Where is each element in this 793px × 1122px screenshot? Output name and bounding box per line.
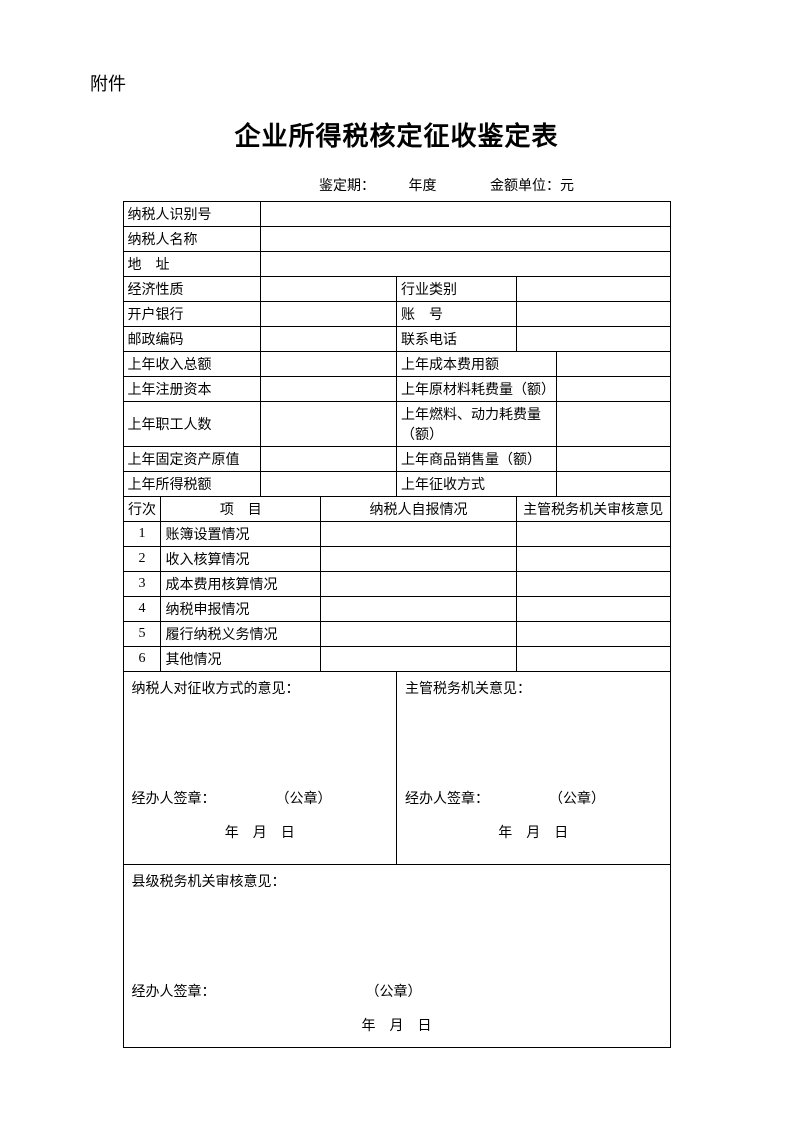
phone-value[interactable] [516, 327, 670, 352]
col-item: 项 目 [161, 497, 321, 522]
item-6-self[interactable] [321, 647, 517, 672]
prev-cost-label: 上年成本费用额 [396, 352, 556, 377]
item-2-n: 2 [123, 547, 161, 572]
item-4-review[interactable] [516, 597, 670, 622]
prev-capital-label: 上年注册资本 [123, 377, 261, 402]
prev-sales-label: 上年商品销售量（额） [396, 447, 556, 472]
item-5-n: 5 [123, 622, 161, 647]
prev-sales-value[interactable] [556, 447, 670, 472]
prev-method-value[interactable] [556, 472, 670, 497]
address-value[interactable] [261, 252, 670, 277]
unit-label: 金额单位：元 [490, 179, 574, 194]
prev-staff-label: 上年职工人数 [123, 402, 261, 447]
authority-opinion-label: 主管税务机关意见： [405, 678, 662, 698]
account-value[interactable] [516, 302, 670, 327]
prev-fuel-label: 上年燃料、动力耗费量（额） [396, 402, 556, 447]
period-label: 鉴定期： [319, 179, 375, 194]
prev-capital-value[interactable] [261, 377, 397, 402]
taxpayer-name-value[interactable] [261, 227, 670, 252]
item-2-name: 收入核算情况 [161, 547, 321, 572]
seal-label-2: （公章） [549, 792, 605, 807]
prev-method-label: 上年征收方式 [396, 472, 556, 497]
item-2-self[interactable] [321, 547, 517, 572]
county-opinion-box[interactable]: 县级税务机关审核意见： 经办人签章： （公章） 年 月 日 [123, 865, 670, 1048]
prev-income-value[interactable] [261, 352, 397, 377]
prev-fixed-label: 上年固定资产原值 [123, 447, 261, 472]
form-table: 纳税人识别号 纳税人名称 地 址 经济性质 行业类别 开户银行 账 号 邮政编码 联系… [123, 201, 671, 1048]
item-3-review[interactable] [516, 572, 670, 597]
taxpayer-id-label: 纳税人识别号 [123, 202, 261, 227]
postcode-value[interactable] [261, 327, 397, 352]
item-5-self[interactable] [321, 622, 517, 647]
prev-fuel-value[interactable] [556, 402, 670, 447]
item-1-self[interactable] [321, 522, 517, 547]
item-2-review[interactable] [516, 547, 670, 572]
seal-label-1: （公章） [276, 792, 332, 807]
item-3-self[interactable] [321, 572, 517, 597]
county-opinion-label: 县级税务机关审核意见： [132, 871, 662, 891]
item-4-n: 4 [123, 597, 161, 622]
item-6-review[interactable] [516, 647, 670, 672]
date-label-2: 年 月 日 [405, 822, 662, 842]
col-self: 纳税人自报情况 [321, 497, 517, 522]
prev-tax-value[interactable] [261, 472, 397, 497]
year-label: 年度 [409, 179, 437, 194]
date-label-3: 年 月 日 [132, 1015, 662, 1035]
handler-label-2: 经办人签章： [405, 792, 489, 807]
prev-staff-value[interactable] [261, 402, 397, 447]
authority-opinion-box[interactable]: 主管税务机关意见： 经办人签章： （公章） 年 月 日 [396, 672, 670, 865]
item-3-name: 成本费用核算情况 [161, 572, 321, 597]
doc-title: 企业所得税核定征收鉴定表 [90, 116, 703, 153]
postcode-label: 邮政编码 [123, 327, 261, 352]
col-review: 主管税务机关审核意见 [516, 497, 670, 522]
date-label-1: 年 月 日 [132, 822, 388, 842]
subheader: 鉴定期： 年度 金额单位：元 [90, 175, 703, 195]
item-5-review[interactable] [516, 622, 670, 647]
bank-value[interactable] [261, 302, 397, 327]
industry-value[interactable] [516, 277, 670, 302]
taxpayer-opinion-box[interactable]: 纳税人对征收方式的意见： 经办人签章： （公章） 年 月 日 [123, 672, 396, 865]
prev-fixed-value[interactable] [261, 447, 397, 472]
phone-label: 联系电话 [396, 327, 516, 352]
econ-nature-label: 经济性质 [123, 277, 261, 302]
item-4-self[interactable] [321, 597, 517, 622]
prev-material-label: 上年原材料耗费量（额） [396, 377, 556, 402]
attachment-label: 附件 [90, 70, 703, 96]
prev-tax-label: 上年所得税额 [123, 472, 261, 497]
item-4-name: 纳税申报情况 [161, 597, 321, 622]
taxpayer-name-label: 纳税人名称 [123, 227, 261, 252]
item-5-name: 履行纳税义务情况 [161, 622, 321, 647]
seal-label-3: （公章） [366, 985, 422, 1000]
account-label: 账 号 [396, 302, 516, 327]
prev-income-label: 上年收入总额 [123, 352, 261, 377]
econ-nature-value[interactable] [261, 277, 397, 302]
taxpayer-id-value[interactable] [261, 202, 670, 227]
col-line: 行次 [123, 497, 161, 522]
item-1-n: 1 [123, 522, 161, 547]
item-6-n: 6 [123, 647, 161, 672]
page-container: 附件 企业所得税核定征收鉴定表 鉴定期： 年度 金额单位：元 纳税人识别号 纳税… [0, 0, 793, 1122]
prev-cost-value[interactable] [556, 352, 670, 377]
item-3-n: 3 [123, 572, 161, 597]
address-label: 地 址 [123, 252, 261, 277]
handler-label-1: 经办人签章： [132, 792, 216, 807]
item-1-review[interactable] [516, 522, 670, 547]
industry-label: 行业类别 [396, 277, 516, 302]
handler-label-3: 经办人签章： [132, 985, 216, 1000]
prev-material-value[interactable] [556, 377, 670, 402]
item-6-name: 其他情况 [161, 647, 321, 672]
bank-label: 开户银行 [123, 302, 261, 327]
taxpayer-opinion-label: 纳税人对征收方式的意见： [132, 678, 388, 698]
item-1-name: 账簿设置情况 [161, 522, 321, 547]
